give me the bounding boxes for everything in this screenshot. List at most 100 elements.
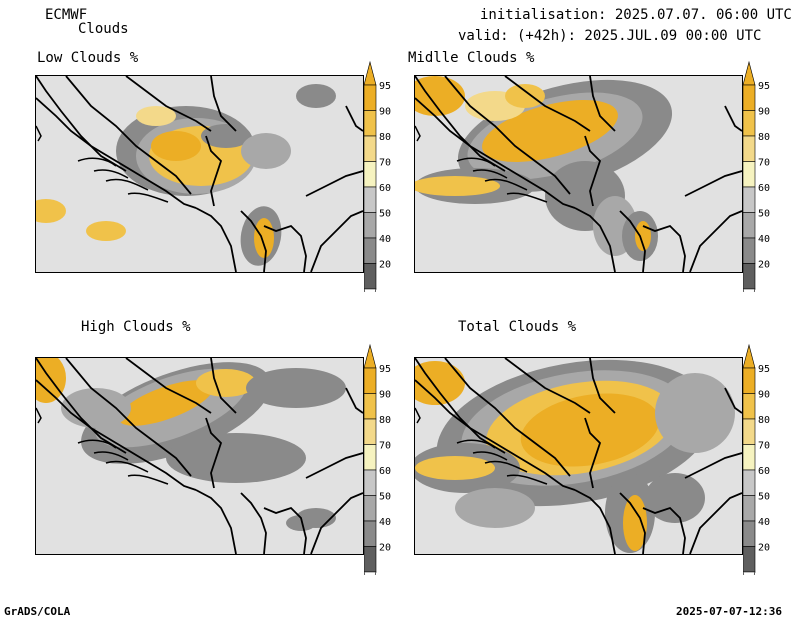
country-border xyxy=(240,492,267,554)
colorbar-tick-label: 80 xyxy=(379,415,391,426)
coastline xyxy=(105,460,149,473)
coastline xyxy=(105,178,149,191)
colorbar-tick-label: 70 xyxy=(758,441,770,452)
colorbar-tick-label: 20 xyxy=(379,260,391,271)
coastline xyxy=(472,169,508,179)
coastline xyxy=(472,451,508,461)
colorbar-swatch xyxy=(743,520,756,547)
country-border xyxy=(36,97,197,209)
colorbar-tick-label: 20 xyxy=(758,260,770,271)
colorbar-swatch xyxy=(743,237,756,264)
colorbar-total: 95 90 80 70 60 50 40 20 xyxy=(743,343,783,575)
cloud-area xyxy=(166,433,306,483)
footer-software: GrADS/COLA xyxy=(4,605,71,618)
coastline xyxy=(415,125,421,142)
country-border xyxy=(125,76,212,132)
colorbar-swatch xyxy=(743,212,756,239)
coastline xyxy=(36,407,42,424)
cloud-area xyxy=(254,218,274,258)
cloud-area xyxy=(415,361,465,405)
colorbar-tick-label: 60 xyxy=(758,183,770,194)
cloud-area xyxy=(196,369,256,397)
country-border xyxy=(584,417,602,489)
colorbar-swatch xyxy=(364,520,377,547)
colorbar-tick-label: 70 xyxy=(379,158,391,169)
country-border xyxy=(263,506,307,554)
country-border xyxy=(195,207,237,272)
country-border xyxy=(415,358,506,454)
country-border xyxy=(310,210,363,272)
colorbar-tick-label: 50 xyxy=(379,492,391,503)
country-border xyxy=(240,210,267,272)
colorbar-low: 95 90 80 70 60 50 40 20 xyxy=(364,60,404,292)
panel-title-middle: Midlle Clouds % xyxy=(408,50,535,66)
colorbar-swatch xyxy=(743,469,756,496)
country-border xyxy=(724,105,742,132)
country-border xyxy=(345,387,363,414)
cloud-area xyxy=(296,84,336,108)
colorbar-tick-label: 40 xyxy=(758,517,770,528)
cloud-area xyxy=(118,380,214,426)
country-border xyxy=(125,358,212,414)
colorbar-tick-label: 95 xyxy=(379,364,391,375)
colorbar-tick-label: 95 xyxy=(758,364,770,375)
colorbar-swatch xyxy=(364,135,377,162)
colorbar-swatch xyxy=(743,367,756,394)
cloud-area xyxy=(455,488,535,528)
country-border xyxy=(310,492,363,554)
country-border xyxy=(724,387,742,414)
cloud-area xyxy=(201,124,251,148)
country-border xyxy=(689,492,742,554)
model-label: ECMWF xyxy=(45,7,88,23)
product-label: Clouds xyxy=(78,21,129,37)
colorbar-tick-label: 80 xyxy=(379,132,391,143)
colorbar-swatch xyxy=(364,444,377,471)
country-border xyxy=(210,76,237,132)
country-border xyxy=(642,506,686,554)
country-border xyxy=(584,135,602,207)
coastline xyxy=(456,157,496,167)
colorbar-swatch xyxy=(743,495,756,522)
colorbar-swatch xyxy=(743,186,756,213)
coastline xyxy=(415,407,421,424)
colorbar-swatch xyxy=(743,110,756,137)
colorbar-tick-label: 80 xyxy=(758,132,770,143)
country-border xyxy=(305,170,363,197)
coastline xyxy=(36,125,42,142)
colorbar-tick-label: 40 xyxy=(758,234,770,245)
colorbar-swatch xyxy=(364,161,377,188)
country-border xyxy=(684,170,742,197)
cloud-area xyxy=(655,373,735,453)
country-border xyxy=(504,358,591,414)
colorbar-swatch xyxy=(364,418,377,445)
country-border xyxy=(444,76,571,195)
map-middle-clouds xyxy=(414,75,743,273)
map-low-clouds xyxy=(35,75,364,273)
country-border xyxy=(195,489,237,554)
panel-title-total: Total Clouds % xyxy=(458,319,577,335)
colorbar-tick-label: 50 xyxy=(758,492,770,503)
country-border xyxy=(345,105,363,132)
colorbar-swatch xyxy=(364,212,377,239)
coastline xyxy=(506,474,548,485)
cloud-area xyxy=(415,176,500,196)
colorbar-tick-label: 50 xyxy=(758,209,770,220)
cloud-area xyxy=(246,368,346,408)
colorbar-swatch xyxy=(743,444,756,471)
colorbar-swatch xyxy=(743,263,756,290)
coastline xyxy=(93,451,129,461)
colorbar-swatch xyxy=(364,546,377,573)
country-border xyxy=(619,492,646,554)
country-border xyxy=(589,358,616,414)
colorbar-swatch xyxy=(364,495,377,522)
country-border xyxy=(589,76,616,132)
colorbar-tick-label: 90 xyxy=(379,107,391,118)
init-time: initialisation: 2025.07.07. 06:00 UTC xyxy=(480,7,792,23)
colorbar-tick-label: 60 xyxy=(379,183,391,194)
country-border xyxy=(65,76,192,195)
coastline xyxy=(93,169,129,179)
country-border xyxy=(574,489,616,554)
colorbar-tick-label: 95 xyxy=(379,81,391,92)
cloud-area xyxy=(86,221,126,241)
country-border xyxy=(415,97,576,209)
